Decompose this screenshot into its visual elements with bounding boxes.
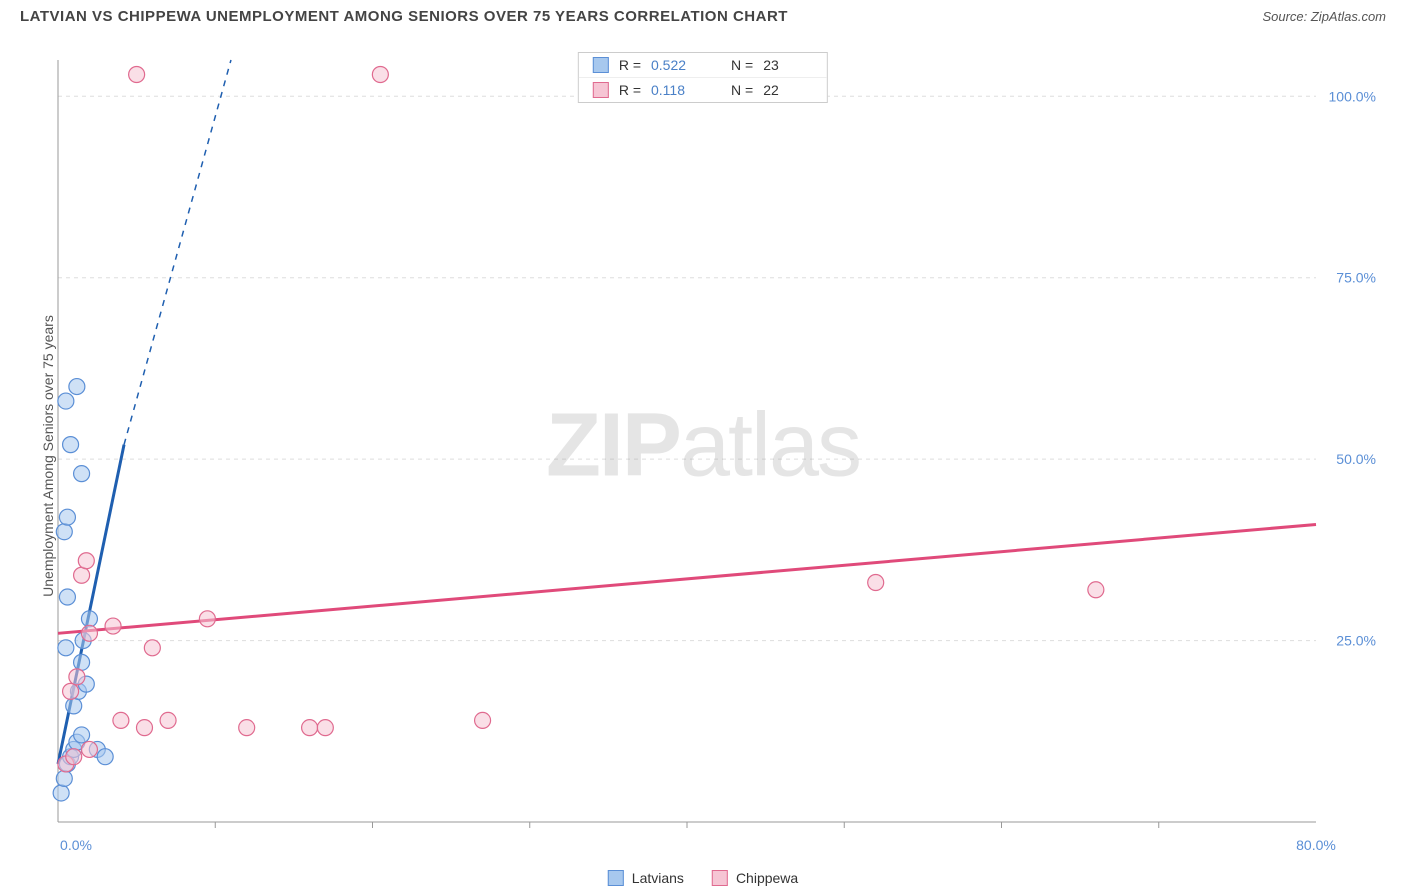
data-point bbox=[868, 575, 884, 591]
data-point bbox=[317, 720, 333, 736]
data-point bbox=[74, 727, 90, 743]
data-point bbox=[58, 640, 74, 656]
data-point bbox=[63, 437, 79, 453]
data-point bbox=[69, 669, 85, 685]
data-point bbox=[105, 618, 121, 634]
r-label: R = bbox=[619, 82, 641, 98]
chart-title: LATVIAN VS CHIPPEWA UNEMPLOYMENT AMONG S… bbox=[20, 8, 788, 25]
r-value: 0.522 bbox=[651, 57, 721, 73]
data-point bbox=[160, 712, 176, 728]
y-tick-label: 50.0% bbox=[1336, 451, 1376, 467]
n-label: N = bbox=[731, 82, 753, 98]
data-point bbox=[59, 509, 75, 525]
data-point bbox=[1088, 582, 1104, 598]
data-point bbox=[81, 611, 97, 627]
r-value: 0.118 bbox=[651, 82, 721, 98]
data-point bbox=[63, 683, 79, 699]
legend-swatch bbox=[593, 82, 609, 98]
data-point bbox=[81, 625, 97, 641]
legend-swatch bbox=[608, 870, 624, 886]
data-point bbox=[78, 553, 94, 569]
data-point bbox=[302, 720, 318, 736]
data-point bbox=[239, 720, 255, 736]
data-point bbox=[372, 67, 388, 83]
stats-row: R = 0.522 N = 23 bbox=[579, 53, 827, 77]
y-tick-label: 25.0% bbox=[1336, 633, 1376, 649]
x-tick-label: 80.0% bbox=[1296, 837, 1336, 853]
y-tick-label: 100.0% bbox=[1329, 88, 1376, 104]
x-tick-label: 0.0% bbox=[60, 837, 92, 853]
data-point bbox=[53, 785, 69, 801]
trend-line-extrapolated bbox=[124, 60, 231, 445]
data-point bbox=[56, 524, 72, 540]
data-point bbox=[199, 611, 215, 627]
source-attribution: Source: ZipAtlas.com bbox=[1262, 9, 1386, 24]
stats-row: R = 0.118 N = 22 bbox=[579, 77, 827, 102]
data-point bbox=[66, 698, 82, 714]
chart-area: Unemployment Among Seniors over 75 years… bbox=[48, 50, 1386, 862]
n-label: N = bbox=[731, 57, 753, 73]
trend-line bbox=[58, 524, 1316, 633]
legend-item: Latvians bbox=[608, 870, 684, 886]
data-point bbox=[56, 770, 72, 786]
scatter-plot: 25.0% 50.0% 75.0% 100.0% 0.0% 80.0% bbox=[48, 50, 1386, 862]
data-point bbox=[475, 712, 491, 728]
data-point bbox=[66, 749, 82, 765]
data-point bbox=[59, 589, 75, 605]
data-point bbox=[113, 712, 129, 728]
data-point bbox=[74, 654, 90, 670]
n-value: 23 bbox=[763, 57, 813, 73]
data-point bbox=[74, 567, 90, 583]
data-point bbox=[74, 466, 90, 482]
data-point bbox=[129, 67, 145, 83]
correlation-stats-legend: R = 0.522 N = 23 R = 0.118 N = 22 bbox=[578, 52, 828, 103]
legend-swatch bbox=[593, 57, 609, 73]
legend-label: Chippewa bbox=[736, 870, 798, 886]
data-point bbox=[97, 749, 113, 765]
series-legend: Latvians Chippewa bbox=[608, 870, 798, 886]
data-point bbox=[69, 379, 85, 395]
legend-label: Latvians bbox=[632, 870, 684, 886]
legend-item: Chippewa bbox=[712, 870, 798, 886]
data-point bbox=[136, 720, 152, 736]
n-value: 22 bbox=[763, 82, 813, 98]
y-tick-label: 75.0% bbox=[1336, 270, 1376, 286]
r-label: R = bbox=[619, 57, 641, 73]
data-point bbox=[58, 393, 74, 409]
legend-swatch bbox=[712, 870, 728, 886]
data-point bbox=[81, 741, 97, 757]
data-point bbox=[144, 640, 160, 656]
